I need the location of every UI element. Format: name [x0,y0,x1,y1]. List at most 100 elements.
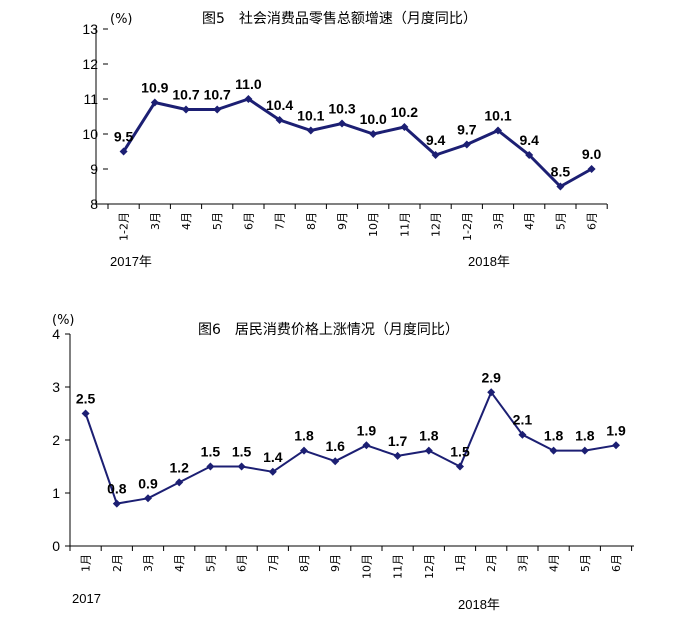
c2-data-point [206,462,215,471]
c1-data-point [494,126,502,135]
c1-ytick-label: 10 [82,126,98,142]
c2-data-point [424,446,433,455]
c2-xtick-label: 10月 [360,554,373,579]
c2-xtick-label: 7月 [267,554,280,572]
c2-data-point [237,462,246,471]
c1-xtick-label: 10月 [367,212,380,237]
chart2-series-line [84,391,617,505]
c1-ytick-label: 8 [90,196,98,212]
c1-data-point [213,105,222,114]
c1-data-point [556,182,565,191]
c2-data-label: 2.1 [513,412,533,428]
c1-data-point [525,151,534,159]
c1-data-label: 10.1 [297,108,324,124]
c2-data-point [81,409,90,418]
chart2-title: 图6 居民消费价格上涨情况（月度同比） [198,322,459,338]
c2-xtick-label: 11月 [392,554,405,579]
chart1-year-2017: 2017年 [110,254,152,269]
c1-xtick-label: 7月 [274,212,287,230]
c2-xtick-label: 3月 [142,554,155,572]
c2-xtick-label: 4月 [548,554,561,572]
c2-data-point [487,388,496,397]
c1-data-label: 9.0 [582,146,602,162]
c1-data-point [431,151,440,159]
c2-data-point [268,467,277,476]
c1-xtick-label: 6月 [586,212,599,230]
c1-xtick-label: 1-2月 [461,212,474,241]
c2-data-point [300,446,308,455]
c1-data-point [306,126,315,135]
chart1-title: 图5 社会消费品零售总额增速（月度同比） [202,11,477,27]
c2-data-label: 1.8 [544,428,564,444]
c2-xtick-label: 5月 [579,554,592,572]
c2-xtick-label: 1月 [80,554,93,572]
c2-ytick-label: 0 [52,538,60,554]
c1-data-label: 9.4 [519,132,539,148]
c1-xtick-label: 8月 [305,212,318,230]
c2-data-label: 0.9 [138,475,158,491]
c1-data-point [369,130,378,138]
c2-data-point [456,462,464,471]
c1-data-point [587,165,596,173]
c2-data-point [175,478,184,487]
chart2-year-2018: 2018年 [458,597,500,612]
c2-data-label: 1.5 [450,444,470,460]
c1-xtick-label: 4月 [180,212,193,230]
c2-data-point [549,446,558,455]
c1-ytick-label: 11 [83,91,98,107]
c2-xtick-label: 3月 [516,554,529,572]
chart2-year-2017: 2017 [72,591,101,606]
c1-xtick-label: 5月 [554,212,567,230]
c1-data-label: 9.7 [457,122,477,138]
c2-xtick-label: 2月 [485,554,498,572]
c2-data-point [362,441,371,450]
chart2-unit: (%) [52,313,75,328]
c2-xtick-label: 9月 [329,554,342,572]
c2-ytick-label: 3 [52,379,60,395]
chart-retail-sales: (%) 图5 社会消费品零售总额增速（月度同比） 8 9 10 11 12 13 1-2月… [82,11,608,269]
c2-data-label: 1.9 [357,422,377,438]
c2-data-point [518,430,527,439]
c2-data-label: 1.9 [606,422,626,438]
c2-xtick-label: 12月 [423,554,436,579]
c2-data-point [612,441,620,450]
c2-data-label: 2.9 [481,369,501,385]
c2-xtick-label: 6月 [236,554,249,572]
c1-data-label: 10.4 [266,97,293,113]
c2-data-label: 1.8 [294,428,314,444]
c1-ytick-label: 12 [82,56,98,72]
c2-data-label: 1.5 [201,444,221,460]
c2-xtick-label: 1月 [454,554,467,572]
c1-data-point [119,147,128,156]
c2-data-label: 0.8 [107,481,127,497]
c2-data-point [144,494,152,503]
c2-data-label: 2.5 [76,391,96,407]
c1-xtick-label: 6月 [242,212,255,230]
c1-data-label: 10.2 [391,104,418,120]
c2-xtick-label: 8月 [298,554,311,572]
c1-xtick-label: 3月 [492,212,505,230]
c1-data-point [244,95,253,103]
c1-ytick-label: 13 [82,21,98,37]
c1-xtick-label: 9月 [336,212,349,230]
c1-data-point [275,116,284,124]
c1-xtick-label: 5月 [211,212,224,230]
c1-data-point [338,119,346,128]
c2-data-label: 1.2 [169,459,189,475]
c2-ytick-label: 1 [52,485,60,501]
c1-data-label: 11.0 [235,76,262,92]
c2-data-label: 1.5 [232,444,252,460]
c2-xtick-label: 5月 [204,554,217,572]
c2-data-point [112,499,121,508]
c1-data-label: 8.5 [551,164,571,180]
c2-data-label: 1.4 [263,449,283,465]
chart1-year-2018: 2018年 [468,254,510,269]
chart1-unit: (%) [110,12,133,27]
c1-data-label: 10.7 [204,87,231,103]
c2-data-label: 1.8 [419,428,439,444]
c1-data-label: 10.9 [141,80,168,96]
c2-ytick-label: 4 [52,326,60,342]
c1-data-label: 10.0 [360,111,387,127]
c1-xtick-label: 11月 [398,212,411,237]
